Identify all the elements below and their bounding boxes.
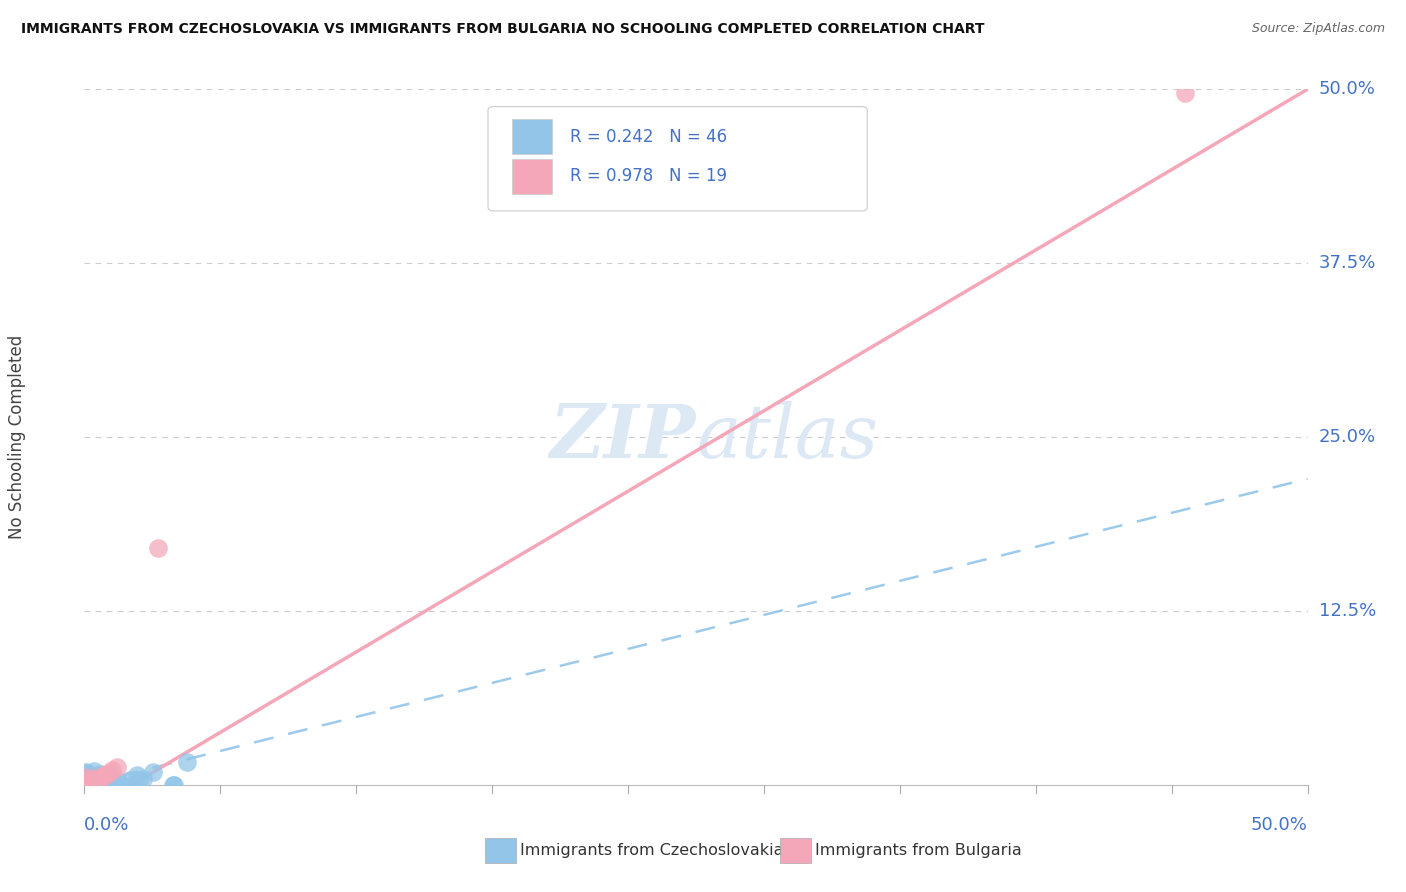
- Point: [75, 778, 97, 792]
- Point: [77, 778, 100, 792]
- Point: [107, 775, 129, 789]
- Bar: [513, 120, 551, 154]
- Point: [83, 769, 105, 783]
- Point: [73, 770, 96, 784]
- Point: [76, 778, 98, 792]
- Point: [100, 772, 122, 787]
- Bar: [513, 159, 551, 194]
- FancyBboxPatch shape: [488, 106, 868, 211]
- Point: [75, 764, 97, 779]
- Point: [73, 778, 96, 792]
- Point: [75, 774, 97, 789]
- Point: [90, 767, 112, 781]
- Point: [125, 768, 148, 782]
- Point: [83, 773, 105, 788]
- Point: [93, 768, 115, 782]
- Point: [80, 778, 103, 792]
- Point: [79, 770, 101, 784]
- Point: [80, 778, 103, 792]
- Point: [79, 778, 101, 792]
- Point: [96, 770, 118, 784]
- Text: 12.5%: 12.5%: [1319, 602, 1376, 620]
- Point: [77, 774, 100, 789]
- Point: [1174, 87, 1197, 101]
- Point: [77, 778, 100, 792]
- Text: 50.0%: 50.0%: [1251, 816, 1308, 834]
- Point: [111, 778, 134, 792]
- Point: [163, 778, 186, 792]
- Text: 50.0%: 50.0%: [1319, 80, 1375, 98]
- Point: [98, 765, 121, 780]
- Text: ZIP: ZIP: [550, 401, 696, 474]
- Point: [110, 778, 132, 792]
- Point: [142, 765, 165, 780]
- Point: [105, 760, 128, 774]
- Point: [176, 755, 198, 769]
- Point: [87, 774, 110, 789]
- Point: [79, 771, 101, 785]
- Point: [84, 778, 107, 792]
- Text: 37.5%: 37.5%: [1319, 254, 1376, 272]
- Point: [100, 767, 122, 781]
- Point: [93, 768, 115, 782]
- Point: [82, 778, 104, 792]
- Point: [118, 773, 141, 788]
- Point: [75, 769, 97, 783]
- Point: [76, 776, 98, 790]
- Point: [76, 778, 98, 792]
- Point: [96, 774, 118, 789]
- Text: atlas: atlas: [696, 401, 879, 474]
- Point: [80, 778, 103, 792]
- Text: IMMIGRANTS FROM CZECHOSLOVAKIA VS IMMIGRANTS FROM BULGARIA NO SCHOOLING COMPLETE: IMMIGRANTS FROM CZECHOSLOVAKIA VS IMMIGR…: [21, 22, 984, 37]
- Text: Source: ZipAtlas.com: Source: ZipAtlas.com: [1251, 22, 1385, 36]
- Point: [80, 777, 103, 791]
- Point: [162, 778, 184, 792]
- Text: 25.0%: 25.0%: [1319, 428, 1376, 446]
- Point: [132, 772, 155, 787]
- Point: [94, 778, 117, 792]
- Point: [91, 778, 114, 792]
- Text: No Schooling Completed: No Schooling Completed: [8, 335, 27, 539]
- Point: [79, 776, 101, 790]
- Point: [87, 768, 110, 782]
- Point: [128, 772, 150, 787]
- Point: [75, 778, 97, 792]
- Point: [100, 778, 122, 792]
- Text: Immigrants from Czechoslovakia: Immigrants from Czechoslovakia: [520, 843, 783, 857]
- Point: [84, 778, 107, 792]
- Point: [76, 775, 98, 789]
- Point: [83, 771, 105, 785]
- Point: [79, 774, 101, 789]
- Point: [90, 770, 112, 784]
- Point: [80, 772, 103, 787]
- Point: [100, 764, 122, 778]
- Point: [75, 766, 97, 780]
- Point: [84, 773, 107, 788]
- Point: [86, 777, 108, 791]
- Point: [83, 764, 105, 778]
- Point: [146, 541, 169, 556]
- Point: [101, 778, 124, 792]
- Text: R = 0.978   N = 19: R = 0.978 N = 19: [569, 167, 727, 186]
- Text: R = 0.242   N = 46: R = 0.242 N = 46: [569, 128, 727, 145]
- Point: [89, 775, 111, 789]
- Text: 0.0%: 0.0%: [84, 816, 129, 834]
- Text: Immigrants from Bulgaria: Immigrants from Bulgaria: [815, 843, 1022, 857]
